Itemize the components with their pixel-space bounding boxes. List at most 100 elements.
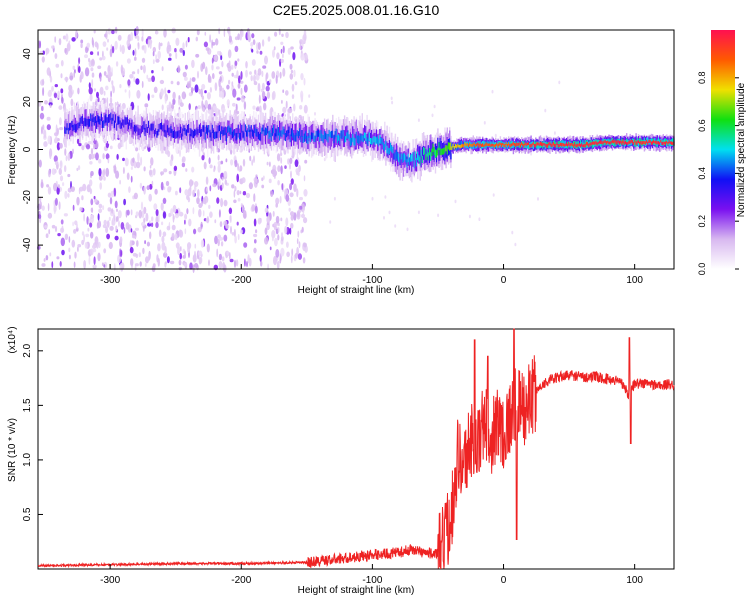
spectrogram-noise-cell — [266, 161, 269, 166]
spectrogram-noise-cell — [198, 250, 203, 257]
spectrogram-noise-cell — [266, 91, 271, 99]
spectrogram-ridge-cell — [629, 140, 631, 144]
spectrogram-noise-cell — [133, 161, 138, 169]
spectrogram-noise-cell — [46, 184, 50, 188]
spectrogram-noise-cell — [78, 66, 81, 73]
spectrogram-noise-cell — [244, 258, 246, 267]
spectrogram-noise-cell — [290, 46, 294, 50]
spectrogram-noise-cell — [196, 29, 200, 36]
spectrogram-noise-cell — [221, 182, 224, 189]
spectrogram-ridge-cell — [375, 137, 378, 144]
spectrogram-ridge-cell — [78, 122, 80, 129]
spectrogram-noise-cell — [273, 255, 277, 266]
spectrogram-ridge-cell — [446, 145, 448, 155]
spectrogram-ridge-cell — [484, 143, 486, 147]
spectrogram-noise-cell — [254, 239, 257, 244]
spectrogram-noise-cell — [302, 257, 306, 264]
spectrogram-ridge-cell — [597, 141, 600, 145]
spectrogram-ridge-cell — [80, 116, 83, 124]
spectrogram-ridge-cell — [430, 140, 432, 156]
spectrogram-ridge-cell — [354, 138, 356, 146]
spectrogram-noise-cell — [153, 203, 158, 211]
spectrogram-noise-cell — [45, 255, 49, 261]
spectrogram-noise-cell — [108, 216, 111, 222]
spectrogram-noise-cell — [264, 207, 269, 213]
spectrogram-noise-cell — [68, 247, 71, 253]
spectrogram-noise-cell — [280, 157, 283, 164]
spectrogram-noise-cell — [184, 213, 188, 220]
spectrogram-ridge-cell — [374, 136, 376, 145]
spectrogram-noise-cell — [232, 88, 237, 98]
spectrogram-ridge-cell — [339, 135, 341, 144]
spectrogram-noise-cell — [197, 226, 202, 233]
spectrogram-ridge-cell — [602, 141, 604, 145]
spectrogram-ridge-cell — [538, 143, 541, 147]
spectrogram-noise-cell — [200, 88, 203, 98]
spectrogram-noise-cell — [141, 221, 146, 227]
spectrogram-ridge-cell — [279, 120, 281, 138]
spectrogram-noise-cell — [130, 166, 133, 170]
spectrogram-ridge-cell — [509, 143, 511, 147]
spectrogram-noise-cell — [97, 65, 102, 70]
spectrogram-ridge-cell — [151, 123, 153, 132]
spectrogram-noise-cell — [236, 221, 239, 226]
spectrogram-ridge-cell — [277, 127, 280, 136]
spectrogram-ridge-cell — [653, 139, 655, 143]
spectrogram-ridge-cell — [581, 143, 583, 147]
spectrogram-noise-cell — [289, 183, 293, 191]
spectrogram-x-tick-label: -200 — [231, 275, 251, 286]
spectrogram-ridge-cell — [65, 127, 67, 134]
spectrogram-ridge-cell — [169, 119, 171, 136]
spectrogram-ridge-cell — [412, 152, 414, 161]
spectrogram-ridge-cell — [231, 122, 234, 136]
spectrogram-noise-cell — [126, 172, 130, 180]
spectrogram-ridge-cell — [342, 134, 345, 147]
spectrogram-ridge-cell — [569, 143, 571, 147]
spectrogram-noise-cell — [223, 170, 228, 178]
spectrogram-noise-cell — [184, 189, 189, 196]
spectrogram-ridge-cell — [450, 142, 452, 150]
spectrogram-ridge-cell — [322, 135, 325, 143]
spectrogram-noise-cell — [241, 177, 246, 184]
spectrogram-ridge-cell — [309, 125, 312, 144]
spectrogram-ridge-cell — [580, 139, 582, 148]
spectrogram-ridge-cell — [89, 118, 91, 127]
spectrogram-noise-cell — [43, 129, 47, 139]
spectrogram-noise-cell — [280, 165, 283, 175]
spectrogram-noise-cell — [291, 248, 294, 257]
spectrogram-ridge-cell — [148, 124, 150, 138]
spectrogram-noise-cell — [212, 183, 217, 188]
spectrogram-noise-cell — [186, 208, 189, 215]
spectrogram-ridge-cell — [210, 122, 212, 140]
spectrogram-ridge-cell — [215, 131, 217, 139]
spectrogram-noise-cell — [168, 107, 172, 112]
spectrogram-noise-cell — [41, 105, 44, 112]
spectrogram-ridge-cell — [164, 129, 166, 137]
spectrogram-noise-cell — [102, 138, 106, 142]
spectrogram-noise-cell — [197, 189, 200, 198]
spectrogram-noise-cell — [281, 183, 284, 191]
spectrogram-ridge-cell — [570, 143, 572, 146]
spectrogram-ridge-cell — [437, 148, 439, 156]
spectrogram-ridge-cell — [244, 124, 247, 132]
spectrogram-ridge-cell — [137, 127, 139, 136]
spectrogram-noise-cell — [38, 159, 42, 168]
spectrogram-noise-cell — [41, 205, 45, 211]
spectrogram-ridge-cell — [112, 114, 114, 121]
spectrogram-ridge-cell — [530, 144, 532, 148]
spectrogram-ridge-cell — [287, 129, 289, 137]
spectrogram-noise-cell — [239, 33, 242, 41]
spectrogram-ridge-cell — [210, 132, 212, 141]
snr-multiplier: (x10⁴) — [7, 326, 18, 353]
spectrogram-ridge-cell — [487, 143, 490, 147]
spectrogram-noise-cell — [163, 168, 168, 173]
spectrogram-ridge-cell — [143, 121, 145, 130]
spectrogram-noise-cell — [115, 225, 118, 232]
spectrogram-ridge-cell — [197, 129, 199, 136]
spectrogram-ridge-cell — [341, 130, 343, 139]
spectrogram-ridge-cell — [162, 125, 164, 132]
spectrogram-noise-cell — [169, 46, 172, 52]
spectrogram-noise-cell — [57, 90, 60, 99]
spectrogram-ridge-cell — [483, 144, 485, 148]
spectrogram-noise-cell — [188, 179, 194, 187]
